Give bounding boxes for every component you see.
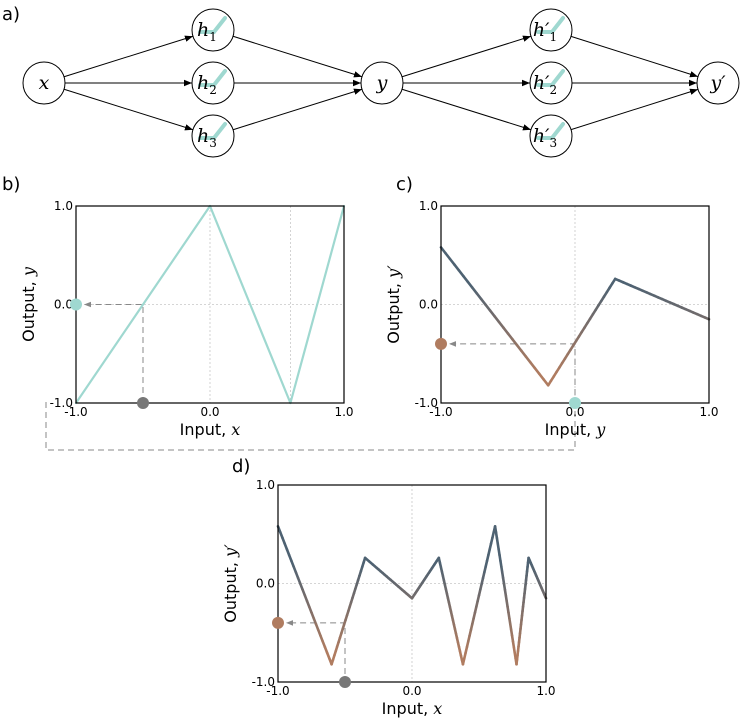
y-axis-title: Output, y′ [384,265,403,344]
output-marker [435,337,447,350]
x-tick-label-0: -1.0 [266,684,289,698]
edge-x-h3 [63,88,194,131]
x-tick-label-0: -1.0 [429,405,452,419]
chart-panel-c: -1.0 0.0 1.0 -1.0 0.0 1.0 Input, y Output, y′ [384,199,719,439]
line-segment-2 [289,204,346,405]
x-axis-title: Input, x [382,699,443,718]
y-tick-label-1: 0.0 [419,298,438,312]
node-y-prime-label: y′ [709,72,726,94]
edge-hp3-yp [570,88,699,131]
x-tick-label-2: 1.0 [699,405,718,419]
relu-icon [198,16,227,34]
plot-frame [277,484,547,683]
input-marker [339,676,351,688]
node-x: x [22,61,66,105]
line-segment-2-23 [703,316,711,321]
edge-h1-y [232,35,363,78]
node-hp2-label: h′2 [533,72,557,97]
y-tick-label-0: -1.0 [252,675,275,689]
node-hp1-label: h′1 [533,19,557,44]
node-hp2: h′2 [529,61,573,105]
edge-h3-y [232,88,363,131]
node-h2-label: h2 [197,72,217,97]
x-axis-title: Input, y [545,420,607,439]
x-tick-label-1: 0.0 [200,405,219,419]
relu-icon [536,122,565,140]
node-x-label: x [39,72,50,94]
node-h2: h2 [191,61,235,105]
x-tick-label-2: 1.0 [536,684,555,698]
panel-letter-d: d) [232,456,250,477]
node-y-label: y [376,72,388,94]
node-y: y [360,61,404,105]
line-segment-1 [208,204,292,405]
relu-icon [198,122,227,140]
y-tick-label-2: 1.0 [256,478,275,492]
mapping-guide [449,341,576,395]
network-nodes: x h1 h2 h3 y h′1 h′2 h′3 y′ [22,8,740,158]
y-tick-label-2: 1.0 [54,199,73,213]
output-marker [70,298,82,311]
output-marker [272,616,284,629]
x-tick-label-0: -1.0 [64,405,87,419]
node-hp3: h′3 [529,114,573,158]
x-tick-label-1: 0.0 [402,684,421,698]
y-axis-title: Output, y [19,266,38,342]
node-hp3-label: h′3 [533,125,557,150]
x-axis-title: Input, x [180,420,241,439]
node-h1-label: h1 [197,19,217,44]
line-segment-0 [74,204,212,405]
relu-icon [198,69,227,87]
node-h3-label: h3 [197,125,217,150]
y-tick-label-2: 1.0 [419,199,438,213]
edge-x-h1 [63,35,194,78]
node-h1: h1 [191,8,235,52]
edge-hp1-yp [570,35,699,78]
input-marker [569,397,581,409]
chart-panel-d: -1.0 0.0 1.0 -1.0 0.0 1.0 Input, x Output, y′ [221,478,556,718]
node-h3: h3 [191,114,235,158]
mapping-guide [84,301,144,403]
node-y-prime: y′ [696,61,740,105]
panel-letter-c: c) [396,174,413,195]
edge-y-hp3 [401,88,532,131]
y-tick-label-1: 0.0 [256,577,275,591]
node-hp1: h′1 [529,8,573,52]
y-axis-title: Output, y′ [221,544,240,623]
input-marker [137,397,149,409]
x-tick-label-2: 1.0 [334,405,353,419]
x-tick-label-1: 0.0 [565,405,584,419]
y-tick-label-1: 0.0 [54,298,73,312]
panel-letter-a: a) [2,4,20,25]
relu-icon [536,16,565,34]
panel-letter-b: b) [2,174,20,195]
relu-icon [536,69,565,87]
y-tick-label-0: -1.0 [415,396,438,410]
y-tick-label-0: -1.0 [50,396,73,410]
network-diagram: x h1 h2 h3 y h′1 h′2 h′3 y′ [22,8,740,158]
edge-y-hp1 [401,35,532,78]
cross-panel-guide [45,402,576,451]
chart-panel-b: -1.0 0.0 1.0 -1.0 0.0 1.0 Input, x Output, y [19,199,354,439]
network-edges [63,35,699,131]
